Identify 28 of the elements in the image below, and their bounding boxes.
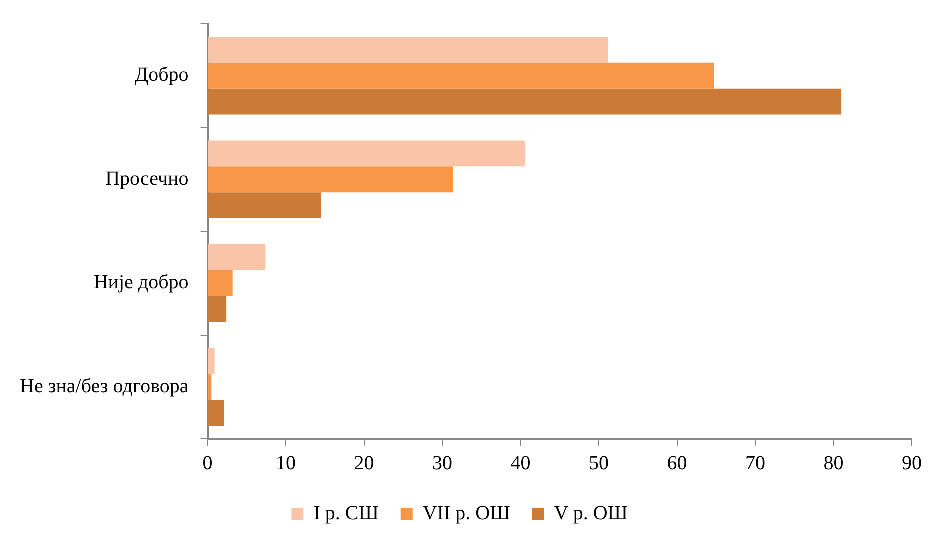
x-tick-label: 30	[432, 452, 453, 474]
bar	[208, 270, 233, 296]
x-tick-label: 40	[510, 452, 531, 474]
y-tick-label: Не зна/без одговора	[20, 375, 189, 398]
bar	[208, 62, 714, 89]
legend-label: I р. СШ	[314, 502, 379, 524]
x-tick-label: 10	[276, 452, 296, 474]
x-tick-label: 20	[354, 452, 374, 474]
x-tick-label: 70	[746, 452, 766, 474]
bar	[208, 36, 608, 63]
bar	[208, 400, 224, 426]
bar	[208, 88, 842, 115]
legend-label: VII р. ОШ	[422, 502, 510, 524]
x-tick-label: 80	[824, 452, 844, 474]
legend-label: V р. ОШ	[554, 502, 628, 524]
x-tick-label: 50	[589, 452, 610, 474]
y-tick-label: Није добро	[94, 272, 189, 294]
bar	[208, 166, 454, 193]
bar	[208, 296, 227, 322]
y-tick-label: Просечно	[106, 168, 189, 190]
bar	[208, 192, 322, 219]
y-tick-label: Добро	[134, 64, 189, 86]
bar	[208, 244, 266, 270]
x-tick-label: 60	[667, 452, 688, 474]
bar	[208, 140, 526, 167]
bar	[208, 348, 215, 374]
x-tick-label: 0	[202, 452, 213, 474]
x-tick-label: 90	[902, 452, 922, 474]
